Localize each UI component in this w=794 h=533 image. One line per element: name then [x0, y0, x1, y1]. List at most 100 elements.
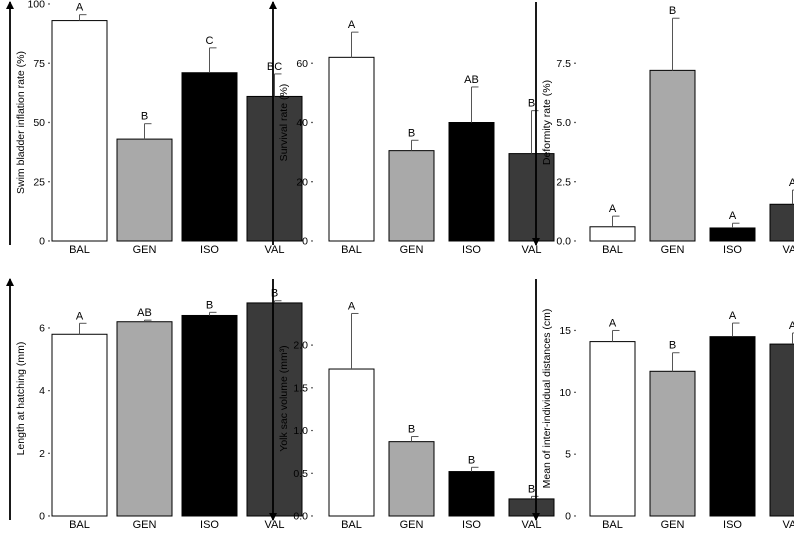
- x-tick-label: GEN: [661, 519, 685, 531]
- y-tick-mark: [574, 515, 576, 517]
- y-tick-label: 75: [33, 58, 45, 70]
- y-tick-label: 25: [33, 176, 45, 188]
- bar-bal: [51, 20, 108, 242]
- y-tick-mark: [48, 62, 50, 64]
- y-tick-label: 1.0: [293, 425, 308, 437]
- significance-letter: A: [609, 317, 617, 329]
- y-tick-mark: [311, 121, 313, 124]
- bar-iso: [448, 471, 495, 517]
- x-tick-label: ISO: [723, 519, 742, 531]
- y-tick-label: 4: [39, 385, 45, 397]
- axis-arrow-down-icon: [532, 238, 540, 246]
- x-tick-label: BAL: [602, 519, 623, 531]
- significance-letter: C: [206, 35, 214, 47]
- x-tick-label: ISO: [200, 519, 219, 531]
- x-tick-label: ISO: [723, 244, 742, 256]
- y-axis-label: Mean of inter-individual distances (cm): [541, 309, 553, 489]
- significance-letter: B: [408, 424, 415, 436]
- bar-iso: [709, 227, 756, 242]
- bar-val: [769, 343, 794, 517]
- y-tick-mark: [48, 181, 50, 183]
- x-tick-label: VAL: [265, 244, 285, 256]
- significance-letter: B: [408, 127, 415, 139]
- y-tick-mark: [48, 452, 50, 455]
- significance-letter: B: [669, 340, 676, 352]
- x-tick-label: VAL: [265, 519, 285, 531]
- x-tick-label: ISO: [462, 519, 481, 531]
- axis-arrow-up-icon: [6, 278, 14, 286]
- significance-letter: A: [76, 2, 84, 14]
- y-axis-label: Swim bladder inflation rate (%): [15, 51, 27, 194]
- bar-val: [246, 95, 303, 242]
- axis-arrow-up-icon: [269, 1, 277, 9]
- bar-val: [508, 498, 555, 517]
- significance-letter: B: [528, 483, 535, 495]
- y-tick-mark: [48, 3, 50, 5]
- bar-gen: [116, 138, 173, 242]
- x-tick-label: BAL: [69, 519, 90, 531]
- y-tick-label: 7.5: [556, 58, 571, 70]
- chart-panel-2: Survival rate (%) 0 20 40 60 A BAL B GEN AB ISO B VA…: [269, 1, 555, 256]
- y-tick-label: 0.0: [293, 511, 308, 523]
- y-tick-label: 1.5: [293, 382, 308, 394]
- x-tick-label: BAL: [341, 519, 362, 531]
- x-tick-label: VAL: [522, 244, 542, 256]
- significance-letter: A: [609, 203, 617, 215]
- y-tick-label: 5.0: [556, 117, 571, 129]
- significance-letter: B: [528, 98, 535, 110]
- y-tick-label: 0: [39, 511, 45, 523]
- y-tick-label: 15: [559, 325, 571, 337]
- x-tick-label: GEN: [133, 519, 157, 531]
- y-tick-mark: [48, 121, 50, 124]
- y-tick-label: 0.0: [556, 236, 571, 248]
- chart-panel-3: Deformity rate (%) 0.0 2.5 5.0 7.5 A BAL B GEN A I…: [532, 2, 794, 256]
- y-tick-mark: [311, 387, 313, 389]
- y-tick-mark: [574, 391, 576, 394]
- y-tick-mark: [311, 240, 313, 242]
- x-tick-label: GEN: [661, 244, 685, 256]
- significance-letter: A: [348, 19, 356, 31]
- y-axis-label: Deformity rate (%): [541, 80, 553, 165]
- bar-gen: [649, 69, 696, 242]
- bar-iso: [709, 336, 756, 517]
- y-tick-label: 5: [565, 449, 571, 461]
- y-tick-mark: [311, 472, 313, 474]
- significance-letter: B: [468, 454, 475, 466]
- y-tick-mark: [574, 181, 576, 183]
- y-tick-mark: [48, 389, 50, 392]
- significance-letter: B: [141, 111, 148, 123]
- significance-letter: AB: [137, 307, 152, 319]
- bar-bal: [328, 56, 375, 242]
- bar-val: [769, 203, 794, 242]
- significance-letter: A: [729, 210, 737, 222]
- x-tick-label: ISO: [200, 244, 219, 256]
- significance-letter: A: [348, 300, 356, 312]
- bar-val: [246, 302, 303, 517]
- bar-gen: [649, 370, 696, 517]
- significance-letter: A: [76, 310, 84, 322]
- bar-iso: [181, 72, 238, 242]
- chart-panel-1: Swim bladder inflation rate (%) 0 25 50 75 10…: [6, 0, 303, 256]
- axis-arrow-up-icon: [6, 1, 14, 9]
- bar-iso: [181, 314, 238, 517]
- bar-bal: [589, 341, 636, 517]
- bar-iso: [448, 122, 495, 242]
- y-tick-mark: [574, 121, 576, 124]
- y-tick-label: 60: [296, 58, 308, 70]
- x-tick-label: BAL: [602, 244, 623, 256]
- y-tick-mark: [48, 240, 50, 242]
- significance-letter: A: [729, 310, 737, 322]
- chart-panel-6: Mean of inter-individual distances (cm) 0…: [532, 279, 794, 531]
- y-tick-mark: [48, 327, 50, 329]
- significance-letter: B: [271, 288, 278, 300]
- bar-bal: [51, 333, 108, 517]
- y-tick-label: 2.0: [293, 340, 308, 352]
- x-tick-label: VAL: [783, 244, 794, 256]
- bar-gen: [388, 150, 435, 242]
- significance-letter: B: [206, 299, 213, 311]
- y-tick-mark: [574, 240, 576, 242]
- significance-letter: BC: [267, 61, 282, 73]
- x-tick-label: GEN: [400, 519, 424, 531]
- y-axis-label: Survival rate (%): [278, 84, 290, 162]
- x-tick-label: BAL: [341, 244, 362, 256]
